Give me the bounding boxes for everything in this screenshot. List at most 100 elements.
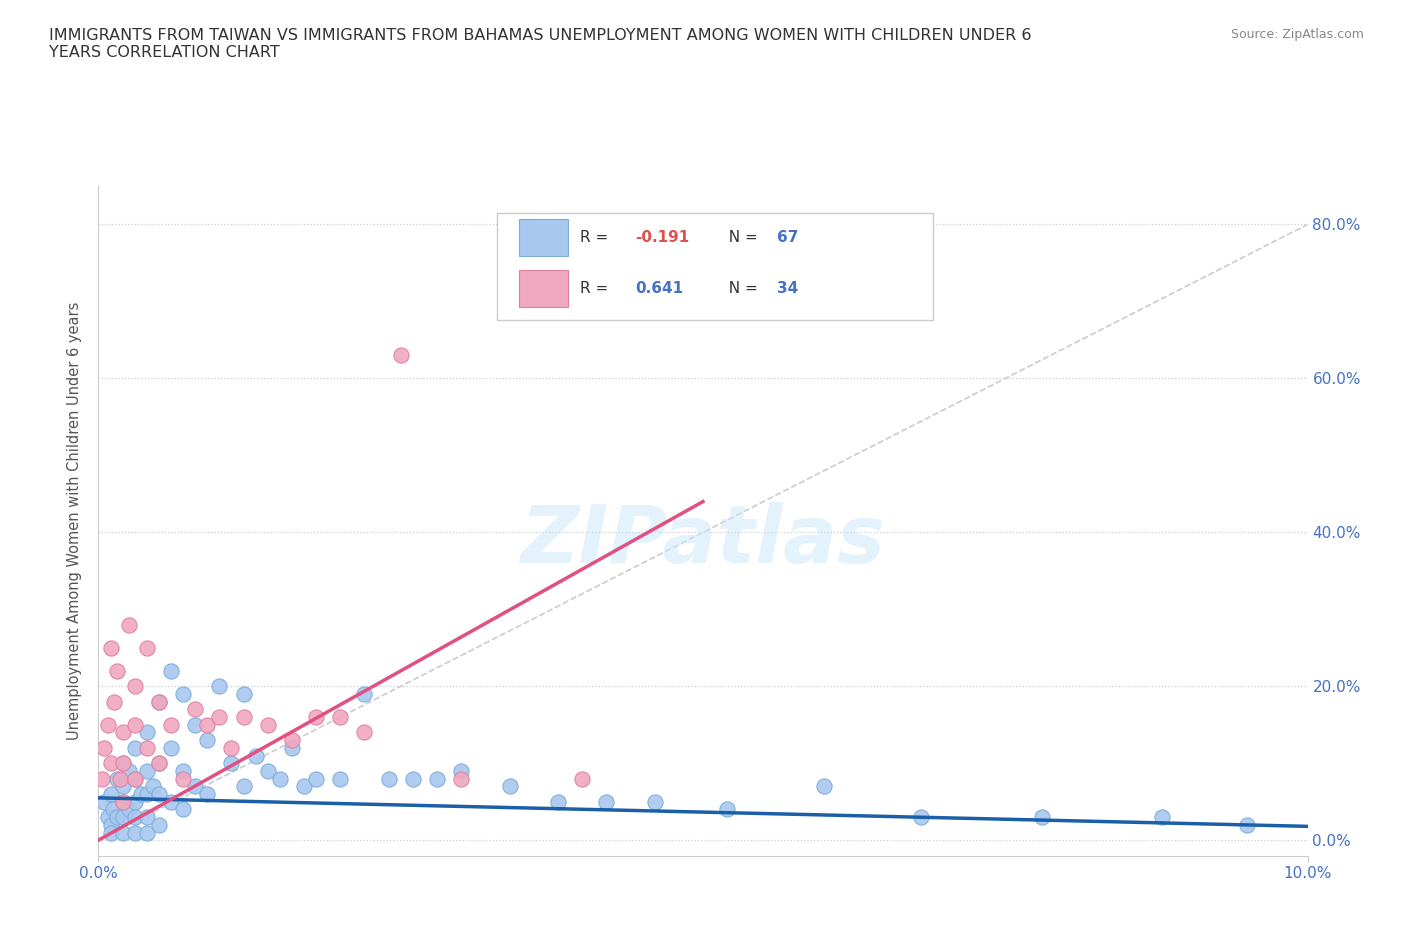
Point: [571, 771, 593, 786]
Point: [172, 771, 194, 786]
Point: [195, 717, 218, 732]
Point: [111, 779, 134, 794]
Y-axis label: Unemployment Among Women with Children Under 6 years: Unemployment Among Women with Children U…: [67, 301, 83, 740]
Point: [1031, 810, 1053, 825]
Point: [100, 641, 122, 656]
Point: [148, 694, 170, 709]
Point: [148, 787, 170, 802]
Point: [111, 825, 134, 840]
Point: [208, 679, 231, 694]
FancyBboxPatch shape: [519, 219, 568, 257]
Point: [450, 771, 472, 786]
Point: [105, 771, 128, 786]
Point: [111, 794, 134, 809]
Text: N =: N =: [718, 281, 762, 296]
Point: [305, 771, 328, 786]
Point: [292, 779, 315, 794]
Point: [124, 810, 146, 825]
Point: [208, 710, 231, 724]
Point: [142, 779, 165, 794]
Point: [124, 771, 146, 786]
Point: [389, 348, 412, 363]
Point: [498, 779, 520, 794]
Point: [172, 764, 194, 778]
Point: [124, 771, 146, 786]
Point: [644, 794, 666, 809]
Point: [232, 779, 254, 794]
Point: [135, 764, 157, 778]
Point: [93, 740, 115, 755]
Point: [105, 810, 128, 825]
Point: [135, 787, 157, 802]
Point: [124, 794, 146, 809]
Point: [124, 679, 146, 694]
Point: [910, 810, 932, 825]
Point: [172, 686, 194, 701]
Point: [148, 817, 170, 832]
Point: [1236, 817, 1258, 832]
Point: [148, 756, 170, 771]
Point: [93, 794, 115, 809]
Point: [160, 794, 183, 809]
Point: [402, 771, 425, 786]
Point: [221, 756, 243, 771]
Point: [124, 740, 146, 755]
Point: [91, 771, 114, 786]
Text: ZIPatlas: ZIPatlas: [520, 502, 886, 580]
Point: [97, 717, 120, 732]
Point: [135, 725, 157, 740]
Point: [118, 802, 141, 817]
Point: [256, 717, 278, 732]
Text: R =: R =: [579, 231, 613, 246]
Point: [100, 825, 122, 840]
FancyBboxPatch shape: [498, 213, 932, 320]
Point: [329, 710, 352, 724]
Point: [148, 756, 170, 771]
Point: [353, 686, 375, 701]
Point: [111, 810, 134, 825]
Point: [135, 740, 157, 755]
Point: [129, 787, 152, 802]
Point: [135, 810, 157, 825]
Point: [172, 802, 194, 817]
Point: [124, 717, 146, 732]
Point: [148, 694, 170, 709]
Point: [450, 764, 472, 778]
Point: [195, 787, 218, 802]
Point: [232, 710, 254, 724]
Point: [108, 771, 131, 786]
Point: [101, 802, 124, 817]
Point: [100, 817, 122, 832]
Text: 34: 34: [776, 281, 799, 296]
Text: N =: N =: [718, 231, 762, 246]
Point: [135, 825, 157, 840]
Point: [329, 771, 352, 786]
Point: [305, 710, 328, 724]
Point: [716, 802, 738, 817]
Point: [1152, 810, 1174, 825]
Point: [160, 740, 183, 755]
Point: [111, 794, 134, 809]
Text: R =: R =: [579, 281, 613, 296]
Point: [100, 756, 122, 771]
Point: [111, 756, 134, 771]
Point: [184, 717, 207, 732]
Point: [377, 771, 399, 786]
Text: -0.191: -0.191: [636, 231, 689, 246]
Point: [105, 663, 128, 678]
Text: Source: ZipAtlas.com: Source: ZipAtlas.com: [1230, 28, 1364, 41]
Point: [353, 725, 375, 740]
Point: [124, 825, 146, 840]
Point: [269, 771, 291, 786]
Point: [195, 733, 218, 748]
Text: IMMIGRANTS FROM TAIWAN VS IMMIGRANTS FROM BAHAMAS UNEMPLOYMENT AMONG WOMEN WITH : IMMIGRANTS FROM TAIWAN VS IMMIGRANTS FRO…: [49, 28, 1032, 60]
Point: [97, 810, 120, 825]
Point: [160, 663, 183, 678]
Point: [281, 733, 304, 748]
Point: [111, 725, 134, 740]
Point: [135, 641, 157, 656]
Point: [281, 740, 304, 755]
Point: [118, 764, 141, 778]
Point: [595, 794, 617, 809]
Point: [100, 787, 122, 802]
